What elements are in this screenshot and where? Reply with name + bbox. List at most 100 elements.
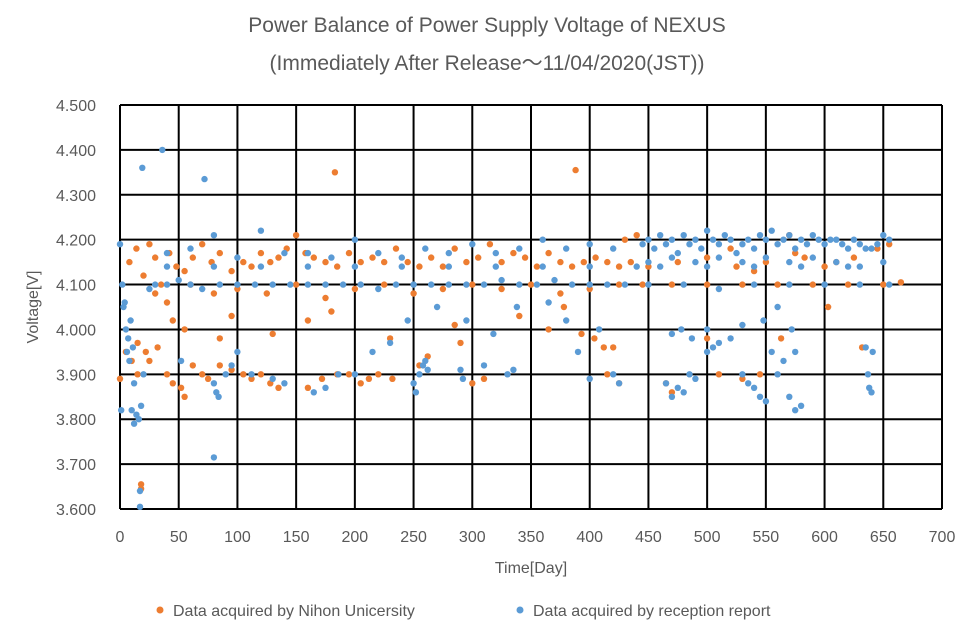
data-point	[797, 236, 805, 243]
data-point	[745, 380, 752, 387]
data-point	[750, 267, 758, 275]
data-point	[739, 321, 746, 329]
data-point	[322, 258, 329, 266]
data-point	[234, 254, 241, 261]
data-point	[692, 375, 699, 382]
x-tick-label: 500	[694, 529, 721, 546]
data-point	[480, 281, 488, 288]
data-point	[844, 281, 852, 288]
data-point	[760, 317, 767, 324]
data-point	[856, 281, 863, 288]
data-point	[586, 241, 593, 248]
y-axis-title: Voltage[V]	[25, 271, 42, 344]
data-point	[122, 326, 130, 333]
data-point	[154, 344, 161, 351]
data-point	[850, 254, 858, 261]
data-point	[750, 245, 758, 252]
data-point	[163, 299, 171, 306]
data-point	[275, 254, 282, 261]
data-point	[281, 380, 288, 387]
data-point	[545, 326, 552, 333]
data-point	[263, 290, 270, 297]
data-point	[163, 263, 171, 270]
data-point	[551, 276, 558, 284]
data-point	[633, 232, 640, 239]
data-point	[304, 263, 312, 270]
data-point	[210, 454, 218, 461]
data-point	[222, 371, 229, 378]
data-point	[130, 420, 138, 427]
data-point	[788, 326, 795, 333]
data-point	[386, 335, 394, 342]
data-point	[539, 236, 546, 243]
data-point	[786, 281, 793, 288]
data-point	[715, 241, 723, 248]
data-point	[698, 245, 705, 252]
data-point	[856, 241, 863, 248]
data-point	[756, 232, 764, 239]
data-point	[251, 281, 259, 288]
data-point	[668, 330, 676, 338]
data-point	[703, 281, 711, 288]
data-point	[578, 330, 585, 338]
data-point	[119, 281, 126, 288]
data-point	[248, 263, 255, 270]
data-point	[292, 281, 300, 288]
x-tick-label: 50	[170, 529, 188, 546]
data-point	[545, 249, 552, 257]
data-point	[521, 254, 529, 261]
data-point	[780, 236, 787, 243]
data-point	[709, 236, 717, 243]
data-point	[137, 481, 145, 488]
data-point	[610, 371, 617, 378]
data-point	[762, 258, 770, 266]
data-point	[404, 317, 411, 324]
data-point	[345, 249, 353, 257]
data-point	[177, 357, 185, 365]
x-tick-label: 700	[929, 529, 956, 546]
data-point	[756, 393, 764, 400]
data-point	[610, 344, 617, 351]
data-point	[768, 348, 775, 356]
data-point	[381, 258, 388, 266]
data-point	[199, 285, 206, 293]
data-point	[762, 236, 770, 243]
data-point	[492, 249, 499, 257]
data-point	[786, 393, 793, 400]
data-point	[469, 380, 476, 387]
data-point	[267, 258, 274, 266]
data-point	[130, 380, 138, 387]
data-point	[133, 245, 140, 252]
data-point	[792, 245, 799, 252]
data-point	[248, 375, 255, 382]
data-point	[645, 236, 652, 243]
data-point	[633, 263, 640, 270]
data-point	[680, 281, 687, 288]
data-point	[645, 281, 652, 288]
data-point	[692, 258, 699, 266]
data-point	[163, 281, 171, 288]
data-point	[357, 258, 364, 266]
y-tick-label: 4.000	[56, 322, 96, 339]
data-point	[331, 169, 339, 176]
data-point	[797, 263, 805, 270]
data-point	[486, 241, 494, 248]
data-point	[463, 258, 470, 266]
data-point	[351, 263, 359, 270]
chart-subtitle: (Immediately After Release～11/04/2020(JS…	[270, 52, 705, 75]
data-point	[621, 281, 629, 288]
data-point	[715, 339, 723, 347]
data-point	[257, 263, 265, 270]
data-point	[868, 389, 875, 396]
data-point	[146, 241, 153, 248]
data-point	[513, 303, 521, 311]
data-point	[586, 263, 593, 270]
data-point	[422, 357, 429, 365]
data-point	[228, 362, 235, 369]
data-point	[786, 258, 793, 266]
data-point	[357, 281, 364, 288]
data-point	[604, 258, 611, 266]
data-point	[318, 375, 326, 382]
data-point	[792, 348, 799, 356]
